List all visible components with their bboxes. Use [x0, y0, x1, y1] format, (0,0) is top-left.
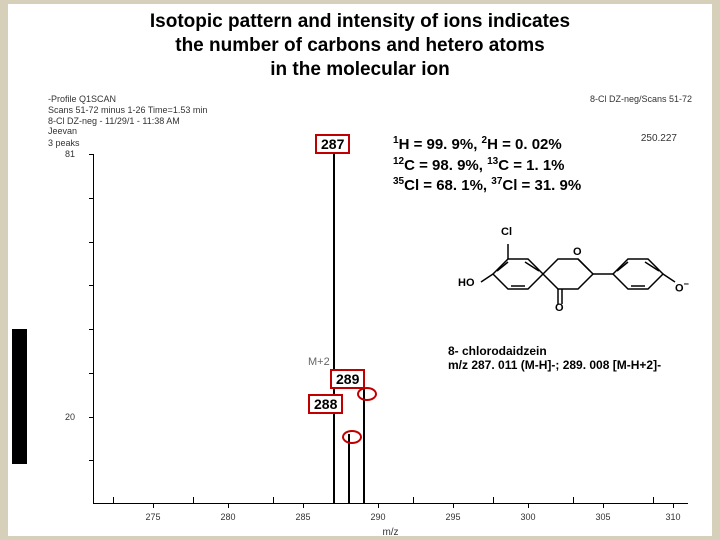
y-tick [89, 373, 93, 374]
x-tick-label: 280 [220, 512, 235, 522]
noise-peak [573, 497, 574, 504]
x-tick [673, 504, 674, 508]
noise-peak [653, 497, 654, 504]
y-tick [89, 242, 93, 243]
molecule-svg-icon [463, 224, 693, 344]
peak-label-288: 288 [308, 394, 343, 414]
molecule-structure: Cl HO O O O− [463, 224, 693, 349]
scan-metadata-right: 8-Cl DZ-neg/Scans 51-72 [590, 94, 692, 104]
y-axis [93, 154, 94, 504]
x-tick [528, 504, 529, 508]
title-line-2: the number of carbons and hetero atoms [175, 35, 545, 56]
mol-label-Ominus: O− [675, 279, 689, 295]
y-tick-label: 81 [65, 149, 75, 159]
molecule-caption: 8- chlorodaidzein m/z 287. 011 (M-H]-; 2… [448, 344, 661, 373]
spectrum-peak-287 [333, 154, 335, 504]
x-tick [603, 504, 604, 508]
isotope-H: 1H = 99. 9%, 2H = 0. 02% [393, 134, 581, 155]
x-axis [93, 503, 688, 504]
x-tick [303, 504, 304, 508]
meta-profile: -Profile Q1SCAN [48, 94, 207, 105]
noise-peak [193, 497, 194, 504]
scan-metadata-left: -Profile Q1SCAN Scans 51-72 minus 1-26 T… [48, 94, 207, 137]
x-tick [378, 504, 379, 508]
highlight-ellipse-icon [357, 387, 377, 401]
noise-peak [273, 497, 274, 504]
x-tick-label: 290 [370, 512, 385, 522]
slide-title: Isotopic pattern and intensity of ions i… [8, 10, 712, 81]
x-tick [153, 504, 154, 508]
y-tick [89, 198, 93, 199]
peak-label-289: 289 [330, 369, 365, 389]
noise-peak [493, 497, 494, 504]
noise-peak [413, 497, 414, 504]
x-tick-label: 285 [295, 512, 310, 522]
mol-label-HO: HO [458, 277, 475, 289]
title-line-3: in the molecular ion [270, 59, 449, 80]
meta-sample: 8-Cl DZ-neg - 11/29/1 - 11:38 AM [48, 116, 207, 127]
slide: Isotopic pattern and intensity of ions i… [8, 4, 712, 536]
peaks-count: 3 peaks [48, 138, 80, 148]
black-bar-icon [12, 329, 27, 464]
caption-name: 8- chlorodaidzein [448, 344, 661, 358]
peak-value: 250.227 [641, 133, 677, 144]
y-tick [89, 329, 93, 330]
x-tick-label: 300 [520, 512, 535, 522]
y-tick [89, 285, 93, 286]
spectrum-peak-289 [363, 389, 365, 505]
x-axis-label: m/z [382, 527, 398, 538]
spectrum-peak-288 [348, 434, 350, 504]
x-tick-label: 310 [665, 512, 680, 522]
x-tick-label: 305 [595, 512, 610, 522]
isotope-abundances: 1H = 99. 9%, 2H = 0. 02% 12C = 98. 9%, 1… [393, 134, 581, 196]
meta-author: Jeevan [48, 126, 207, 137]
title-line-1: Isotopic pattern and intensity of ions i… [150, 11, 570, 32]
x-tick-label: 275 [145, 512, 160, 522]
caption-mz: m/z 287. 011 (M-H]-; 289. 008 [M-H+2]- [448, 358, 661, 372]
mol-label-O1: O [573, 246, 582, 258]
x-tick-label: 295 [445, 512, 460, 522]
x-tick [228, 504, 229, 508]
y-tick [89, 417, 93, 418]
meta-scans: Scans 51-72 minus 1-26 Time=1.53 min [48, 105, 207, 116]
isotope-C: 12C = 98. 9%, 13C = 1. 1% [393, 155, 581, 176]
mol-label-Cl: Cl [501, 226, 512, 238]
isotope-Cl: 35Cl = 68. 1%, 37Cl = 31. 9% [393, 175, 581, 196]
peak-label-287: 287 [315, 134, 350, 154]
y-tick-label: 20 [65, 412, 75, 422]
y-tick [89, 154, 93, 155]
mol-label-O2: O [555, 302, 564, 314]
m-plus-2-label: M+2 [308, 356, 330, 368]
x-tick [453, 504, 454, 508]
y-tick [89, 460, 93, 461]
noise-peak [113, 497, 114, 504]
highlight-ellipse-icon [342, 430, 362, 444]
